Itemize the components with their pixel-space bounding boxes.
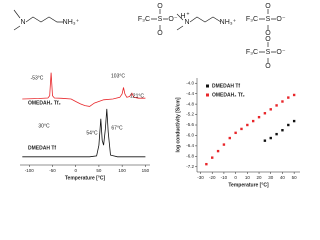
legend-label: DMEDAH Tf (212, 83, 240, 89)
y-tick-label: -5.6 (186, 122, 194, 127)
structure-label: S (158, 16, 163, 23)
x-tick-label: -50 (49, 168, 56, 173)
series-label: OMEDAH₂ Tf₂ (28, 100, 61, 106)
point (263, 112, 267, 115)
point (211, 156, 214, 159)
x-axis-title: Temperature [°C] (65, 175, 106, 181)
bond (151, 9, 168, 30)
structure-label: O (265, 36, 271, 43)
structure-label: S (266, 16, 271, 23)
dsc-curve (22, 72, 146, 107)
x-tick-label: 10 (245, 175, 251, 180)
bond (259, 9, 276, 63)
x-tick-label: 0 (234, 175, 237, 180)
structure-label: NH₃⁺ (63, 19, 80, 26)
series-label: DMEDAH Tf (28, 145, 56, 151)
point (263, 139, 267, 142)
annotation: 54°C (86, 130, 98, 136)
structure-label: O⁻ (276, 49, 285, 56)
annotation: 103°C (111, 73, 125, 79)
x-tick-label: 100 (118, 168, 126, 173)
point (228, 136, 231, 140)
structure-label: O (157, 30, 163, 37)
point (251, 119, 255, 123)
structure-label: O⁻ (168, 16, 177, 23)
structure-label: S (266, 49, 271, 56)
structure-label: F₃C (246, 16, 258, 23)
x-tick-label: 40 (280, 175, 286, 180)
structure-label: NH₃⁺ (220, 19, 237, 26)
y-tick-label: -6.8 (186, 154, 194, 159)
y-axis-title: log conductivity [S/cm] (175, 97, 181, 152)
point (281, 100, 284, 103)
structure-label: F₃C (246, 49, 258, 56)
structures (13, 9, 276, 63)
structure-label: O (265, 30, 271, 37)
y-tick-label: -6.0 (186, 133, 194, 138)
y-tick-label: -4.8 (186, 101, 194, 106)
point (292, 119, 296, 123)
annotation: 30°C (38, 123, 50, 129)
x-tick-label: -30 (197, 175, 204, 180)
point (269, 136, 272, 140)
structure-label: H (180, 13, 185, 20)
point (234, 131, 237, 135)
y-tick-label: -4.4 (186, 91, 194, 96)
bond (13, 9, 64, 31)
point (292, 93, 296, 97)
structure-label: + (187, 11, 190, 17)
dsc-curve (22, 108, 146, 158)
point (257, 115, 261, 119)
legend-swatch (206, 93, 209, 97)
x-tick-label: -100 (25, 168, 35, 173)
y-tick-label: -6.4 (186, 143, 194, 148)
point (275, 104, 278, 107)
annotation: -53°C (31, 75, 44, 81)
point (246, 123, 249, 127)
point (275, 132, 278, 136)
structure-label: N (184, 19, 189, 26)
structure-label: O (265, 63, 271, 70)
point (287, 96, 290, 99)
legend-label: OMEDAH₂ Tf₂ (212, 92, 245, 98)
x-axis-title: Temperature [°C] (228, 182, 269, 188)
point (240, 127, 243, 131)
annotation: 121°C (130, 93, 144, 99)
point (281, 129, 284, 132)
y-tick-label: -5.2 (186, 112, 194, 117)
x-tick-label: 50 (292, 175, 298, 180)
structure-label: F₃C (138, 16, 150, 23)
x-tick-label: 30 (268, 175, 274, 180)
x-tick-label: 20 (257, 175, 263, 180)
y-tick-label: -4.0 (186, 80, 194, 85)
x-tick-label: 150 (142, 168, 150, 173)
point (269, 108, 272, 111)
point (205, 162, 208, 166)
structure-label: O⁻ (276, 16, 285, 23)
structure-label: O (265, 3, 271, 10)
bond (176, 13, 222, 31)
point (216, 149, 220, 153)
x-tick-label: -10 (221, 175, 228, 180)
legend-swatch (206, 84, 209, 88)
x-tick-label: 50 (96, 168, 102, 173)
point (287, 123, 290, 127)
structure-label: O (157, 3, 163, 10)
y-tick-label: -7.2 (186, 164, 194, 169)
x-tick-label: 0 (74, 168, 77, 173)
x-tick-label: -20 (209, 175, 216, 180)
structure-label: N (20, 19, 25, 26)
point (222, 143, 226, 146)
annotation: 67°C (111, 125, 123, 131)
